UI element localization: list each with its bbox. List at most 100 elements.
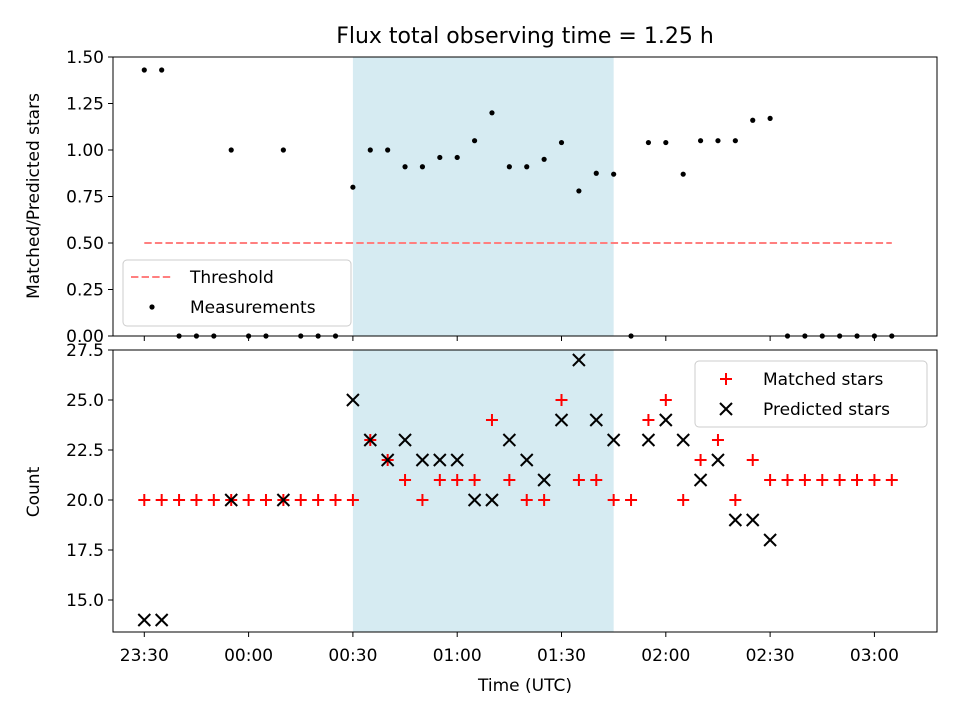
- count-x-tick-label: 00:30: [328, 646, 377, 666]
- predicted-star-point: [711, 453, 725, 467]
- matched-star-point: [764, 474, 777, 486]
- predicted-star-point: [659, 413, 673, 427]
- measurement-point: [437, 154, 443, 161]
- measurement-point: [350, 184, 356, 190]
- matched-star-point: [625, 494, 638, 506]
- matched-star-point: [677, 494, 690, 506]
- measurement-point: [141, 67, 147, 73]
- predicted-star-point: [380, 453, 395, 467]
- predicted-star-point: [693, 473, 708, 487]
- ratio-y-tick-label: 1.00: [66, 141, 104, 161]
- matched-star-point: [485, 414, 498, 426]
- measurement-point: [280, 147, 286, 153]
- predicted-star-point: [154, 613, 169, 627]
- measurement-point: [645, 139, 652, 146]
- ratio-y-tick-label: 0.50: [66, 234, 104, 254]
- matched-star-point: [520, 494, 533, 506]
- predicted-star-points: [137, 353, 777, 627]
- predicted-star-point: [276, 493, 291, 507]
- matched-star-point: [242, 494, 255, 506]
- measurement-point: [680, 171, 686, 177]
- matched-star-point: [851, 474, 864, 486]
- matched-star-point: [173, 494, 186, 506]
- ratio-title: Flux total observing time = 1.25 h: [336, 24, 714, 49]
- measurement-point: [419, 164, 426, 170]
- measurement-point: [576, 188, 582, 194]
- measurement-point: [228, 147, 234, 153]
- predicted-star-point: [467, 493, 482, 507]
- matched-star-point: [746, 454, 759, 466]
- ratio-axes-frame: [112, 56, 938, 337]
- measurement-point: [471, 138, 478, 144]
- predicted-star-point: [433, 453, 447, 467]
- count-x-tick-label: 01:00: [433, 646, 482, 666]
- measurement-point: [402, 164, 408, 170]
- predicted-star-point: [398, 433, 412, 447]
- matched-star-point: [642, 414, 655, 426]
- predicted-star-point: [606, 433, 621, 447]
- count-y-tick-label: 15.0: [66, 591, 104, 611]
- legend-matched-swatch: [720, 373, 732, 385]
- measurement-point: [715, 138, 721, 144]
- count-x-tick-label: 23:30: [120, 646, 169, 666]
- matched-star-point: [399, 474, 412, 486]
- observing-window-shade: [352, 57, 614, 336]
- matched-star-point: [207, 494, 220, 506]
- measurement-point: [697, 138, 704, 144]
- matched-star-point: [433, 474, 446, 486]
- matched-star-point: [416, 494, 429, 506]
- matched-star-point: [711, 434, 724, 446]
- predicted-star-point: [728, 513, 743, 527]
- predicted-star-point: [363, 433, 377, 447]
- matched-star-point: [590, 474, 603, 486]
- matched-star-point: [798, 474, 811, 486]
- predicted-star-point: [520, 453, 534, 467]
- count-x-tick-label: 01:30: [537, 646, 586, 666]
- count-x-label: Time (UTC): [477, 676, 572, 696]
- measurement-point: [611, 171, 617, 177]
- measurement-point: [732, 138, 738, 144]
- count-y-label: Count: [24, 466, 44, 517]
- predicted-star-point: [676, 433, 690, 447]
- ratio-y-label: Matched/Predicted stars: [24, 93, 44, 299]
- matched-star-point: [868, 474, 881, 486]
- measurement-point: [558, 139, 565, 146]
- matched-star-point: [329, 494, 342, 506]
- matched-star-point: [607, 494, 620, 506]
- count-y-ticks: 15.0 17.5 20.0 22.5 25.0 27.5: [66, 341, 113, 611]
- predicted-star-point: [572, 353, 586, 367]
- matched-star-point: [468, 474, 481, 486]
- predicted-star-point: [485, 493, 499, 507]
- legend-matched-label: Matched stars: [763, 370, 883, 390]
- matched-star-point: [503, 474, 516, 486]
- count-y-tick-label: 22.5: [66, 441, 104, 461]
- ratio-y-tick-label: 1.25: [66, 95, 104, 115]
- ratio-y-tick-label: 0.00: [66, 327, 104, 347]
- predicted-star-point: [589, 413, 603, 427]
- matched-star-point: [312, 494, 325, 506]
- measurement-point: [524, 164, 530, 170]
- legend-measurements-label: Measurements: [190, 298, 316, 318]
- matched-star-point: [451, 474, 464, 486]
- count-x-tick-label: 00:00: [224, 646, 273, 666]
- predicted-star-point: [346, 393, 360, 407]
- matched-star-point: [259, 494, 272, 506]
- predicted-star-point: [224, 493, 238, 507]
- measurement-point: [385, 147, 391, 153]
- ratio-legend-box: [122, 259, 352, 327]
- legend-predicted-swatch: [719, 402, 733, 416]
- measurement-point: [541, 156, 547, 162]
- count-axes-frame: [112, 349, 938, 633]
- count-y-tick-label: 17.5: [66, 541, 104, 561]
- matched-star-point: [555, 394, 568, 406]
- predicted-star-point: [137, 613, 151, 627]
- legend-measurements-swatch: [149, 304, 155, 310]
- matched-star-point: [190, 494, 203, 506]
- matched-star-point: [346, 494, 359, 506]
- legend-predicted-label: Predicted stars: [763, 400, 890, 420]
- ratio-legend: Threshold Measurements: [122, 259, 352, 327]
- measurement-point: [506, 164, 512, 170]
- count-y-tick-label: 27.5: [66, 341, 104, 361]
- count-x-ticks: 23:30 00:00 00:30 01:00 01:30 02:00 02:30 03:00: [120, 632, 899, 666]
